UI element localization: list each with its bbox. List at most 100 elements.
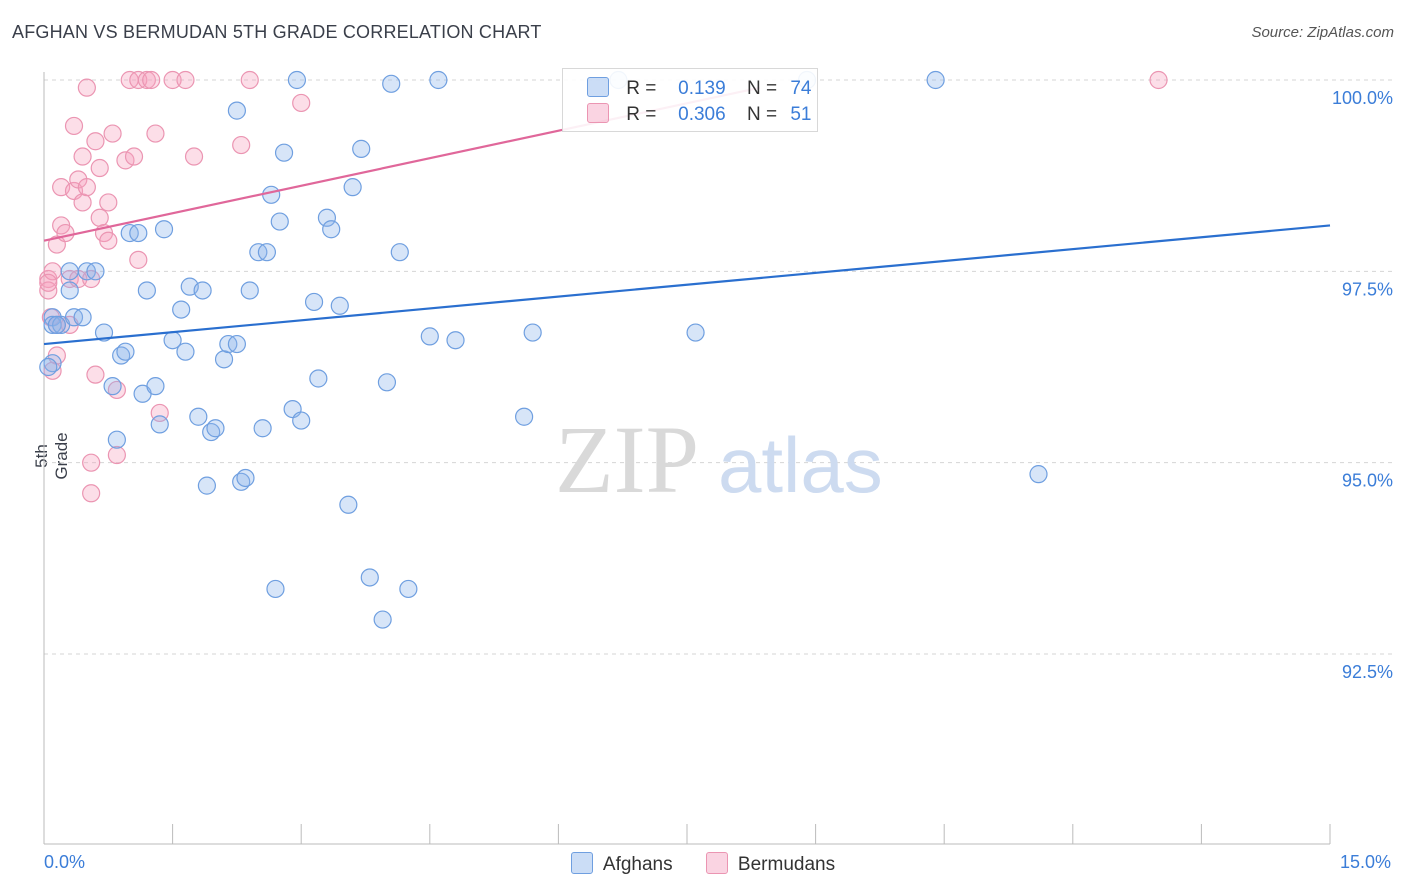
afghan-point bbox=[172, 300, 191, 319]
legend-item-afghans[interactable]: Afghans bbox=[570, 852, 673, 876]
bermudan-point bbox=[99, 193, 118, 212]
afghan-point bbox=[390, 243, 409, 262]
stats-row-bermudans: R = 0.306 N = 51 bbox=[587, 103, 811, 127]
afghan-point bbox=[382, 74, 401, 93]
bermudan-point bbox=[82, 453, 101, 472]
afghan-point bbox=[343, 178, 362, 197]
afghan-point bbox=[227, 334, 246, 354]
afghan-point bbox=[270, 212, 289, 231]
x-tick-label-min: 0.0% bbox=[44, 852, 86, 872]
afghan-point bbox=[47, 315, 66, 335]
afghan-point bbox=[73, 308, 92, 327]
gridlines bbox=[44, 79, 1392, 655]
bermudan-point bbox=[146, 124, 165, 143]
afghan-point bbox=[107, 430, 126, 449]
bermudan-point bbox=[64, 116, 84, 136]
afghan-point bbox=[330, 296, 349, 315]
n-label: N = bbox=[746, 104, 778, 125]
afghan-point bbox=[304, 292, 324, 312]
watermark-zip: ZIP bbox=[555, 406, 699, 513]
afghans-trendline bbox=[43, 224, 1331, 346]
afghan-point bbox=[322, 220, 341, 239]
bermudan-point bbox=[99, 231, 118, 250]
afghan-point bbox=[1029, 465, 1048, 484]
bermudan-point bbox=[184, 147, 204, 166]
afghan-point bbox=[189, 407, 208, 426]
bermudan-point bbox=[163, 70, 182, 90]
afghan-point bbox=[60, 262, 79, 281]
afghan-point bbox=[523, 323, 542, 342]
bermudan-point bbox=[39, 273, 58, 292]
n-value: 51 bbox=[790, 104, 812, 125]
bermudan-point bbox=[1149, 70, 1168, 90]
afghan-point bbox=[446, 331, 465, 350]
afghan-point bbox=[352, 139, 371, 158]
stats-row-afghans: R = 0.139 N = 74 bbox=[587, 77, 811, 101]
afghan-point bbox=[292, 411, 311, 430]
y-tick-label: 95.0% bbox=[1342, 471, 1393, 491]
bermudan-point bbox=[107, 445, 126, 465]
series-legend: Afghans Bermudans bbox=[0, 852, 1406, 876]
afghan-point bbox=[266, 579, 285, 599]
bermudan-point bbox=[176, 70, 195, 90]
bermudan-point bbox=[116, 151, 135, 170]
y-tick-labels: 92.5% 95.0% 97.5% 100.0% bbox=[1332, 88, 1393, 682]
legend-item-bermudans[interactable]: Bermudans bbox=[705, 852, 835, 876]
afghan-point bbox=[317, 208, 337, 227]
afghan-point bbox=[103, 377, 122, 396]
afghan-point bbox=[116, 342, 135, 361]
bermudan-point bbox=[90, 158, 109, 178]
n-label: N = bbox=[746, 78, 778, 99]
watermark-atlas: atlas bbox=[718, 421, 883, 509]
bermudan-point bbox=[73, 147, 92, 166]
afghan-point bbox=[206, 419, 225, 438]
bermudan-point bbox=[39, 281, 58, 300]
watermark: ZIP atlas bbox=[555, 406, 883, 513]
y-tick-label: 97.5% bbox=[1342, 279, 1393, 299]
afghan-point bbox=[39, 357, 58, 377]
afghans-legend-swatch bbox=[570, 852, 593, 874]
bermudans-legend-swatch bbox=[705, 852, 728, 874]
bermudan-point bbox=[56, 223, 75, 243]
afghan-point bbox=[94, 323, 114, 342]
r-value: 0.306 bbox=[678, 104, 726, 125]
afghan-point bbox=[339, 495, 358, 514]
chart-title: AFGHAN VS BERMUDAN 5TH GRADE CORRELATION… bbox=[12, 22, 542, 42]
source-label: Source: ZipAtlas.com bbox=[1251, 24, 1394, 41]
afghan-point bbox=[287, 70, 307, 90]
afghan-point bbox=[86, 262, 105, 281]
afghan-point bbox=[193, 281, 212, 300]
afghan-point bbox=[373, 610, 392, 629]
afghan-point bbox=[146, 377, 165, 396]
afghan-point bbox=[377, 373, 397, 392]
axes bbox=[43, 72, 1331, 845]
r-label: R = bbox=[626, 78, 657, 99]
bermudan-point bbox=[77, 178, 96, 197]
afghan-point bbox=[309, 369, 328, 388]
bermudan-point bbox=[142, 70, 161, 90]
r-value: 0.139 bbox=[678, 78, 726, 99]
afghan-point bbox=[399, 579, 418, 599]
n-value: 74 bbox=[790, 78, 812, 99]
afghan-point bbox=[154, 220, 174, 239]
bermudan-point bbox=[124, 147, 144, 166]
bermudan-point bbox=[90, 208, 109, 227]
afghan-point bbox=[197, 476, 216, 495]
afghan-point bbox=[240, 281, 259, 300]
afghan-point bbox=[420, 327, 439, 346]
bermudan-point bbox=[73, 193, 92, 212]
bermudan-point bbox=[103, 124, 122, 143]
afghan-point bbox=[274, 143, 294, 162]
bermudan-point bbox=[129, 250, 148, 269]
bermudan-point bbox=[137, 70, 156, 90]
bermudan-point bbox=[77, 78, 96, 97]
y-tick-label: 100.0% bbox=[1332, 88, 1393, 108]
series-bermudans bbox=[39, 70, 1168, 503]
legend-label-afghans: Afghans bbox=[602, 854, 673, 875]
r-label: R = bbox=[626, 104, 657, 125]
bermudans-swatch bbox=[587, 103, 609, 123]
bermudan-point bbox=[86, 365, 105, 384]
afghans-swatch bbox=[587, 77, 609, 97]
afghan-point bbox=[257, 243, 277, 262]
